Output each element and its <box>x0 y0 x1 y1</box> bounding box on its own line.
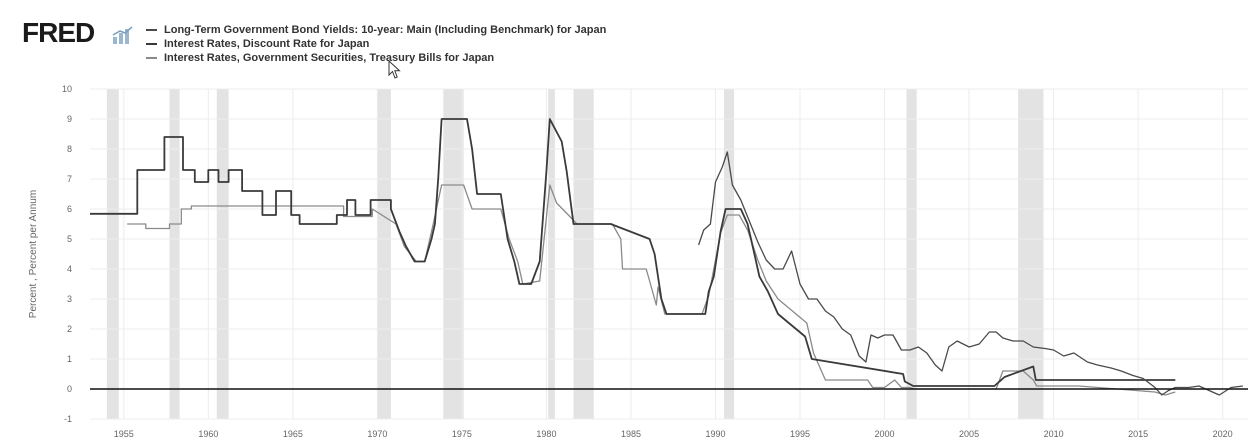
legend-label: Interest Rates, Discount Rate for Japan <box>164 38 370 50</box>
x-tick-label: 2015 <box>1128 429 1148 439</box>
legend-swatch <box>146 29 157 31</box>
recession-bands <box>106 89 1044 419</box>
recession-band <box>573 89 594 419</box>
recession-band <box>1018 89 1044 419</box>
legend-label: Interest Rates, Government Securities, T… <box>164 52 495 64</box>
recession-band <box>377 89 391 419</box>
y-tick-label: 0 <box>67 384 72 394</box>
y-tick-label: 6 <box>67 204 72 214</box>
x-tick-label: 1995 <box>790 429 810 439</box>
x-tick-label: 1990 <box>705 429 725 439</box>
y-tick-label: 2 <box>67 324 72 334</box>
y-tick-label: 1 <box>67 354 72 364</box>
fred-logo[interactable]: FRED <box>22 17 95 48</box>
x-tick-label: 1955 <box>114 429 134 439</box>
recession-band <box>216 89 229 419</box>
y-tick-label: 3 <box>67 294 72 304</box>
recession-band <box>906 89 917 419</box>
legend-item-discount-rate[interactable]: Interest Rates, Discount Rate for Japan <box>146 37 606 51</box>
mouse-pointer-icon <box>388 60 401 79</box>
x-tick-label: 1975 <box>452 429 472 439</box>
legend-swatch <box>146 43 157 45</box>
y-tick-label: 8 <box>67 144 72 154</box>
series-line-treasury-bills <box>127 184 1176 396</box>
x-tick-label: 1985 <box>621 429 641 439</box>
legend-label: Long-Term Government Bond Yields: 10-yea… <box>164 24 607 36</box>
x-tick-label: 1970 <box>367 429 387 439</box>
legend-swatch <box>146 57 157 59</box>
x-tick-label: 2005 <box>959 429 979 439</box>
chart-legend: Long-Term Government Bond Yields: 10-yea… <box>146 23 606 65</box>
x-tick-label: 1965 <box>283 429 303 439</box>
y-tick-label: -1 <box>64 414 72 424</box>
y-tick-label: 5 <box>67 234 72 244</box>
recession-band <box>169 89 180 419</box>
x-tick-label: 2020 <box>1213 429 1233 439</box>
bar-chart-icon <box>112 26 133 44</box>
y-tick-label: 9 <box>67 114 72 124</box>
y-tick-label: 4 <box>67 264 72 274</box>
series-line-bond-yield <box>697 151 1243 396</box>
legend-item-bond-yield[interactable]: Long-Term Government Bond Yields: 10-yea… <box>146 23 606 37</box>
recession-band <box>548 89 555 419</box>
x-tick-label: 2010 <box>1044 429 1064 439</box>
x-tick-label: 2000 <box>875 429 895 439</box>
grid-lines <box>90 88 1248 420</box>
series-line-discount-rate <box>90 118 1176 387</box>
y-tick-label: 7 <box>67 174 72 184</box>
y-tick-label: 10 <box>62 84 72 94</box>
y-axis-label: Percent , Percent per Annum <box>28 190 39 318</box>
axes: -1 0 1 2 3 4 5 6 7 8 9 10 1955 1960 1965 1970 1975 1980 19… <box>62 84 1248 439</box>
recession-band <box>106 89 119 419</box>
recession-band <box>443 89 464 419</box>
x-tick-label: 1980 <box>536 429 556 439</box>
recession-band <box>723 89 735 419</box>
series-lines <box>90 118 1243 396</box>
x-tick-label: 1960 <box>198 429 218 439</box>
legend-item-treasury-bills[interactable]: Interest Rates, Government Securities, T… <box>146 51 606 65</box>
